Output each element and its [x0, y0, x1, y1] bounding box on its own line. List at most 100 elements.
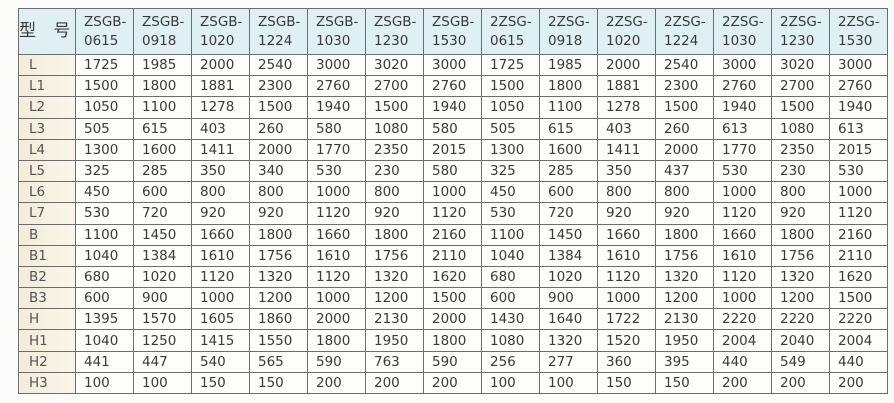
table-cell: 1080: [365, 117, 424, 140]
column-header-line: 2ZSG-: [606, 13, 648, 30]
table-cell: 325: [481, 159, 540, 183]
table-cell: 200: [829, 371, 888, 395]
row-label: L1: [18, 75, 76, 98]
table-row: H1 1040 1250 1415 1550 1800 1950 1800 1080 1320 15…: [18, 329, 888, 352]
table-row: L2 1050 1100 1278 1500 1940 1500 1940 1050 1100 12…: [18, 96, 888, 119]
table-cell: 1500: [829, 287, 888, 310]
table-cell: 565: [249, 350, 308, 373]
table-cell: 437: [655, 159, 714, 183]
table-cell: 2300: [655, 75, 714, 98]
table-cell: 1985: [133, 53, 192, 77]
table-cell: 2040: [771, 329, 830, 352]
table-cell: 1040: [75, 244, 134, 267]
table-cell: 1500: [771, 96, 830, 119]
table-cell: 530: [481, 202, 540, 225]
table-cell: 1300: [75, 138, 134, 161]
table-cell: 1770: [713, 138, 772, 161]
table-cell: 720: [539, 202, 598, 225]
table-cell: 505: [75, 117, 134, 140]
column-header: 2ZSG- 1530: [829, 8, 888, 55]
column-header-line: 0918: [142, 32, 177, 49]
table-cell: 2160: [829, 223, 888, 246]
table-cell: 1411: [597, 138, 656, 161]
table-cell: 1384: [133, 244, 192, 267]
table-row: B1 1040 1384 1610 1756 1610 1756 2110 1040 1384 16…: [18, 244, 888, 267]
table-cell: 600: [75, 287, 134, 310]
column-header-line: 0615: [84, 32, 119, 49]
table-cell: 1600: [133, 138, 192, 161]
table-cell: 1050: [75, 96, 134, 119]
table-cell: 150: [191, 371, 250, 395]
column-header: ZSGB- 1530: [423, 8, 482, 55]
table-cell: 395: [655, 350, 714, 373]
table-cell: 2000: [597, 53, 656, 77]
table-cell: 1000: [597, 287, 656, 310]
table-cell: 1800: [539, 75, 598, 98]
table-cell: 763: [365, 350, 424, 373]
table-cell: 2000: [423, 308, 482, 331]
column-header: ZSGB- 0918: [133, 8, 192, 55]
table-cell: 2540: [655, 53, 714, 77]
table-cell: 440: [829, 350, 888, 373]
table-cell: 1500: [481, 75, 540, 98]
table-cell: 1320: [655, 265, 714, 289]
table-cell: 2000: [249, 138, 308, 161]
table-cell: 350: [191, 159, 250, 183]
table-cell: 2000: [307, 308, 366, 331]
table-cell: 150: [597, 371, 656, 395]
table-cell: 2220: [713, 308, 772, 331]
table-cell: 2700: [771, 75, 830, 98]
table-cell: 1500: [249, 96, 308, 119]
table-cell: 1040: [75, 329, 134, 352]
column-header: 2ZSG- 1230: [771, 8, 830, 55]
table-cell: 1940: [829, 96, 888, 119]
table-cell: 1950: [365, 329, 424, 352]
column-header-line: 2ZSG-: [548, 13, 590, 30]
column-header-line: 0615: [490, 32, 525, 49]
table-cell: 1120: [307, 265, 366, 289]
column-header-line: 1230: [374, 32, 409, 49]
table-cell: 920: [365, 202, 424, 225]
table-row: H3 100 100 150 150 200 200 200 100 100 150 150 200 20…: [18, 371, 888, 395]
table-cell: 2760: [423, 75, 482, 98]
table-cell: 1450: [539, 223, 598, 246]
table-cell: 1200: [365, 287, 424, 310]
row-label: B3: [18, 287, 76, 310]
column-header-line: ZSGB-: [316, 13, 359, 30]
table-cell: 530: [713, 159, 772, 183]
table-row: L 1725 1985 2000 2540 3000 3020 3000 1725 1985 200…: [18, 53, 888, 77]
table-cell: 1520: [597, 329, 656, 352]
table-cell: 800: [249, 181, 308, 204]
column-header-line: 1020: [200, 32, 235, 49]
table-cell: 1500: [365, 96, 424, 119]
table-cell: 1610: [597, 244, 656, 267]
table-cell: 1640: [539, 308, 598, 331]
row-label: L4: [18, 138, 76, 161]
table-cell: 200: [771, 371, 830, 395]
table-row: L1 1500 1800 1881 2300 2760 2700 2760 1500 1800 18…: [18, 75, 888, 98]
table-cell: 800: [655, 181, 714, 204]
table-cell: 1800: [307, 329, 366, 352]
row-label: B2: [18, 265, 76, 289]
table-cell: 2220: [829, 308, 888, 331]
table-cell: 1940: [423, 96, 482, 119]
table-cell: 920: [597, 202, 656, 225]
table-cell: 615: [133, 117, 192, 140]
table-cell: 2760: [307, 75, 366, 98]
table-cell: 549: [771, 350, 830, 373]
table-cell: 600: [539, 181, 598, 204]
column-header-line: 1530: [432, 32, 467, 49]
table-cell: 1000: [191, 287, 250, 310]
table-cell: 530: [307, 159, 366, 183]
table-cell: 277: [539, 350, 598, 373]
table-cell: 900: [539, 287, 598, 310]
table-cell: 920: [191, 202, 250, 225]
column-header-line: 1030: [722, 32, 757, 49]
column-header-line: 1224: [258, 32, 293, 49]
table-cell: 1000: [829, 181, 888, 204]
table-cell: 1395: [75, 308, 134, 331]
table-cell: 1050: [481, 96, 540, 119]
table-cell: 540: [191, 350, 250, 373]
table-cell: 1120: [191, 265, 250, 289]
column-header: ZSGB- 1224: [249, 8, 308, 55]
